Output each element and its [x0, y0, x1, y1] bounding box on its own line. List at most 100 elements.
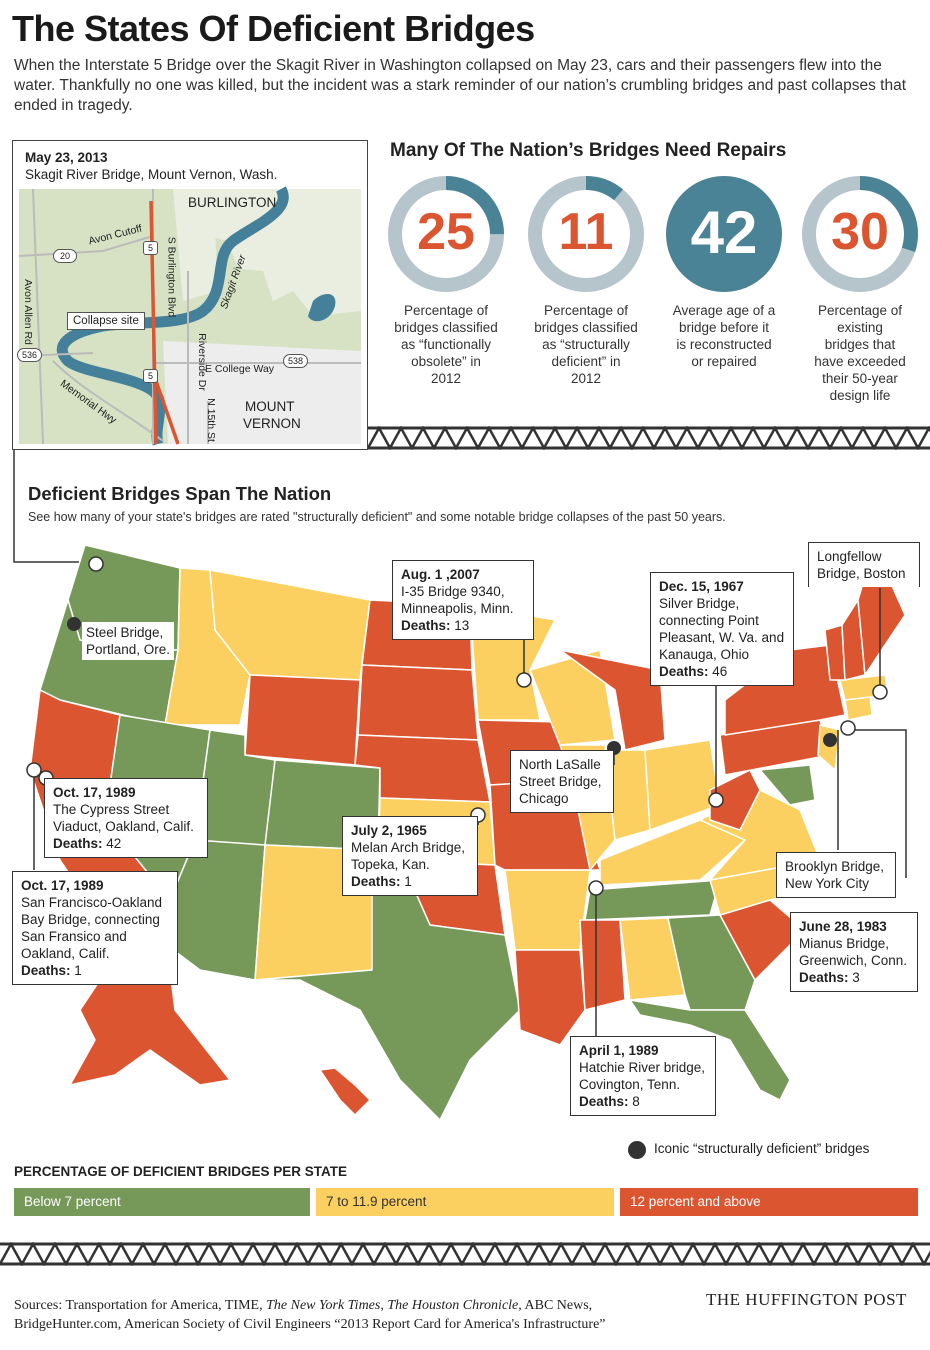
stat-value-0: 25	[417, 203, 475, 261]
college-way-label: E College Way	[205, 363, 275, 375]
caption-line: Average age of a	[672, 303, 776, 318]
callout-line: Topeka, Kan.	[351, 857, 430, 872]
n15th-label: N 15th St	[204, 398, 217, 442]
callout-deaths: Deaths: 3	[799, 969, 909, 986]
callout-mianus: June 28, 1983 Mianus Bridge, Greenwich, …	[790, 912, 918, 992]
callout-line: I-35 Bridge 9340,	[401, 584, 505, 599]
sources-text: , ABC News,	[518, 1298, 593, 1313]
caption-line: Percentage of	[403, 303, 489, 318]
callout-brooklyn: Brooklyn Bridge, New York City	[776, 852, 896, 898]
callout-date: Aug. 1 ,2007	[401, 567, 480, 582]
callout-line: North LaSalle	[519, 757, 601, 772]
callout-deaths: Deaths: 46	[659, 663, 785, 680]
callout-line: Covington, Tenn.	[579, 1077, 681, 1092]
inset-map: May 23, 2013 Skagit River Bridge, Mount …	[12, 140, 368, 450]
burlington-blvd-label: S Burlington Blvd	[165, 236, 178, 318]
state-ak	[69, 969, 231, 1086]
inset-map-graphic	[18, 186, 361, 446]
stat-value-3: 30	[831, 203, 889, 261]
callout-line: Hatchie River bridge,	[579, 1060, 706, 1075]
caption-line: Percentage of	[543, 303, 629, 318]
callout-line: Portland, Ore.	[86, 642, 171, 657]
callout-date: June 28, 1983	[799, 919, 887, 934]
deaths-value: 3	[852, 970, 860, 985]
bridge-truss-bottom	[0, 1242, 930, 1266]
ring-graphic-0	[388, 176, 504, 292]
callout-hatchie: April 1, 1989 Hatchie River bridge, Covi…	[570, 1036, 716, 1116]
callout-line: Viaduct, Oakland, Calif.	[53, 819, 194, 834]
callout-deaths: Deaths: 8	[579, 1093, 707, 1110]
callout-lasalle: North LaSalle Street Bridge, Chicago	[510, 750, 614, 813]
legend-heading: PERCENTAGE OF DEFICIENT BRIDGES PER STAT…	[14, 1164, 348, 1179]
collapse-site-label: Collapse site	[67, 312, 145, 330]
deaths-value: 42	[106, 836, 122, 851]
caption-line: as “functionally	[400, 337, 492, 352]
legend-bin-high: 12 percent and above	[620, 1188, 918, 1216]
sources-text: ,	[380, 1298, 388, 1313]
caption-line: obsolete” in	[411, 354, 481, 369]
inset-connector	[13, 450, 96, 563]
callout-line: Kanauga, Ohio	[659, 647, 750, 662]
state-wv	[709, 769, 761, 831]
iconic-bridge-icon	[628, 1141, 646, 1159]
callout-line: Minneapolis, Minn.	[401, 601, 514, 616]
caption-line: bridges classified	[394, 320, 498, 335]
callout-line: Street Bridge,	[519, 774, 602, 789]
shield-538: 538	[283, 354, 309, 368]
callout-line: connecting Point	[659, 613, 759, 628]
callout-date: Dec. 15, 1967	[659, 579, 744, 594]
deaths-label: Deaths:	[351, 874, 401, 889]
callout-line: Silver Bridge,	[659, 596, 740, 611]
deaths-label: Deaths:	[799, 970, 849, 985]
stat-ring-3: 30	[802, 176, 918, 292]
shield-536: 536	[17, 348, 43, 362]
caption-line: existing	[837, 320, 883, 335]
caption-line: is reconstructed	[676, 337, 772, 352]
state-tx	[254, 877, 521, 1121]
shield-20: 20	[53, 249, 78, 263]
deaths-value: 8	[632, 1094, 640, 1109]
callout-deaths: Deaths: 13	[401, 617, 525, 634]
deaths-label: Deaths:	[659, 664, 709, 679]
caption-line: as “structurally	[542, 337, 630, 352]
state-md	[759, 764, 816, 806]
callout-line: Chicago	[519, 791, 569, 806]
bridge-truss-top	[368, 426, 930, 450]
callout-line: Steel Bridge,	[86, 625, 164, 640]
state-ms	[579, 919, 626, 1011]
callout-date: July 2, 1965	[351, 823, 427, 838]
callout-line: Longfellow	[817, 549, 882, 564]
caption-line: design life	[829, 388, 891, 403]
callout-i35: Aug. 1 ,2007 I-35 Bridge 9340, Minneapol…	[392, 560, 534, 640]
brand-logo: THE HUFFINGTON POST	[706, 1290, 907, 1309]
stat-ring-1: 11	[528, 176, 644, 292]
caption-line: or repaired	[691, 354, 757, 369]
caption-line: their 50-year	[822, 371, 898, 386]
callout-line: New York City	[785, 876, 870, 891]
callout-steel-bridge: Steel Bridge, Portland, Ore.	[82, 622, 175, 660]
callout-silver-bridge: Dec. 15, 1967 Silver Bridge, connecting …	[650, 572, 794, 686]
deaths-value: 13	[454, 618, 470, 633]
caption-line: bridges that	[824, 337, 896, 352]
avon-allen-label: Avon Allen Rd	[21, 279, 34, 345]
intro-text: When the Interstate 5 Bridge over the Sk…	[14, 57, 907, 114]
mount-label: MOUNT	[245, 399, 295, 414]
state-la	[514, 949, 586, 1046]
callout-line: Mianus Bridge,	[799, 936, 890, 951]
callout-longfellow: Longfellow Bridge, Boston	[808, 542, 920, 587]
riverside-label: Riverside Dr	[195, 333, 208, 391]
caption-line: 2012	[570, 371, 602, 386]
callout-line: Bay Bridge, connecting	[21, 912, 160, 927]
callout-deaths: Deaths: 1	[351, 873, 469, 890]
callout-date: Oct. 17, 1989	[53, 785, 136, 800]
nation-heading: Deficient Bridges Span The Nation	[28, 483, 332, 504]
callout-line: San Fransico and	[21, 929, 127, 944]
callout-bay-bridge: Oct. 17, 1989 San Francisco-Oakland Bay …	[12, 871, 178, 985]
ring-graphic-2	[666, 176, 782, 292]
page-title: The States Of Deficient Bridges	[12, 8, 535, 49]
deaths-value: 1	[404, 874, 412, 889]
state-ky	[599, 819, 746, 886]
callout-date: Oct. 17, 1989	[21, 878, 104, 893]
inset-map-header: May 23, 2013 Skagit River Bridge, Mount …	[25, 149, 277, 183]
callout-deaths: Deaths: 1	[21, 962, 169, 979]
